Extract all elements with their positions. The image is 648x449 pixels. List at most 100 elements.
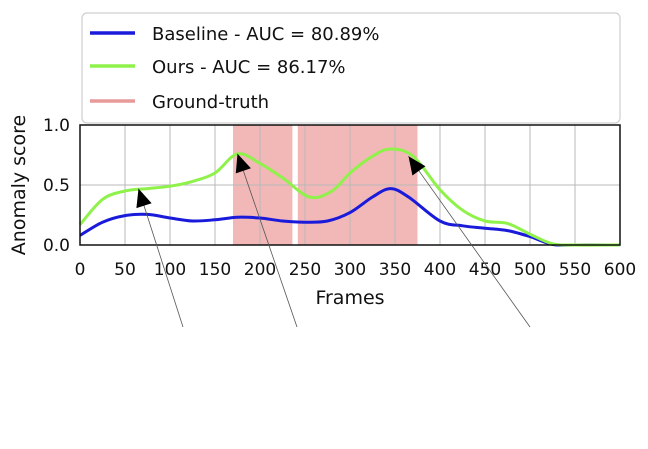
pedestrian [480,362,485,376]
crosswalk-stripe [466,376,488,379]
annotation-connector [237,153,298,328]
pedestrian-head [175,345,180,350]
crosswalk-stripe [319,364,329,367]
crosswalk-stripe [348,362,358,365]
x-tick-label: 250 [289,260,321,280]
crosswalk-stripe [75,379,97,382]
thumbnail-railing [218,351,418,359]
crosswalk-stripe [526,364,536,367]
crosswalk-stripe [304,365,314,368]
pedestrian-head [323,351,328,356]
thumbnail-railing [10,351,210,359]
crosswalk-stripe [442,373,464,376]
crosswalk-stripe [235,373,257,376]
pedestrian [323,355,328,369]
pedestrian-head [75,348,80,353]
pedestrian-head [535,351,540,356]
crosswalk-stripe [140,362,150,365]
crosswalk-stripe [51,376,73,379]
crosswalk-stripe [271,377,293,380]
x-tick-label: 150 [199,260,231,280]
crosswalk-stripe [247,374,269,377]
grid [79,124,621,246]
crosswalk-stripe [15,371,37,374]
pedestrian [268,372,273,386]
detection-box [427,355,451,393]
crosswalk-stripe [454,374,476,377]
pedestrian-head [268,368,273,373]
x-tick-label: 100 [154,260,186,280]
crosswalk-stripe [96,365,106,368]
pedestrian [343,351,348,365]
x-tick-label: 350 [379,260,411,280]
detection-box [298,345,323,377]
series-line-ours [78,147,621,247]
crosswalk-stripe [511,365,521,368]
legend-label-baseline: Baseline - AUC = 80.89% [152,24,379,45]
frame-thumbnail-1 [10,327,210,444]
crosswalk-stripe [430,371,452,374]
pedestrian-head [573,358,578,363]
crosswalk-stripe [27,373,49,376]
legend-label-ours: Ours - AUC = 86.17% [152,57,346,78]
x-tick-labels: 0 50 100 150 200 250 300 350 400 450 500 550 600 [75,260,637,280]
series-lines [78,147,621,247]
y-tick-label: 1.0 [43,116,70,136]
pedestrian-head [162,347,167,352]
series-line-baseline [79,187,621,247]
crosswalk-stripe [555,362,565,365]
x-tick-label: 400 [424,260,456,280]
crosswalk-stripe [155,361,165,364]
plot-frame [79,124,621,246]
pedestrian [150,349,155,363]
pedestrian-head [368,361,373,366]
frame-thumbnail-2 [218,327,418,444]
crosswalk-stripe [540,363,550,366]
x-tick-label: 50 [114,260,136,280]
crosswalk-stripe [584,360,594,363]
thumbnail-road [425,355,625,444]
legend-label-ground-truth: Ground-truth [152,92,269,113]
x-tick-label: 600 [604,260,636,280]
x-tick-label: 500 [514,260,546,280]
x-tick-label: 200 [244,260,276,280]
thumbnail-road [218,355,418,444]
thumbnail-railing [425,351,625,359]
frame-thumbnails [10,327,625,444]
pedestrian-head [296,361,301,366]
crosswalk-stripe [490,379,512,382]
thumbnail-trees [425,335,625,357]
crosswalk-stripe [478,377,500,380]
legend: Baseline - AUC = 80.89% Ours - AUC = 86.… [81,12,621,124]
frame-thumbnail-3 [425,327,625,444]
y-tick-label: 0.5 [43,176,70,196]
pedestrian [296,365,301,379]
crosswalk-stripe [111,364,121,367]
crosswalk-stripe [377,360,387,363]
pedestrian [162,351,167,365]
thumbnail-road [10,355,210,444]
x-tick-label: 300 [334,260,366,280]
plot-area: 0 50 100 150 200 250 300 350 400 450 500 550 600 0.0… [43,116,636,280]
annotation-connector [408,155,531,328]
thumbnail-trees [10,335,210,357]
thumbnail-sky [218,327,418,444]
x-tick-label: 0 [75,260,86,280]
crosswalk-stripe [283,379,305,382]
crosswalk-stripe [333,363,343,366]
crosswalk-stripe [39,374,61,377]
pedestrian [368,365,373,379]
y-axis-label: Anomaly score [8,115,30,255]
annotation-arrowhead [235,153,251,174]
pedestrian-head [440,363,445,368]
x-tick-label: 450 [469,260,501,280]
pedestrian [190,351,195,365]
x-axis-label: Frames [315,287,384,309]
pedestrian-head [190,347,195,352]
pedestrian [535,355,540,369]
annotation-arrowhead [136,188,152,209]
annotation-connector [138,188,184,328]
x-tick-label: 550 [559,260,591,280]
pedestrian-head [150,345,155,350]
